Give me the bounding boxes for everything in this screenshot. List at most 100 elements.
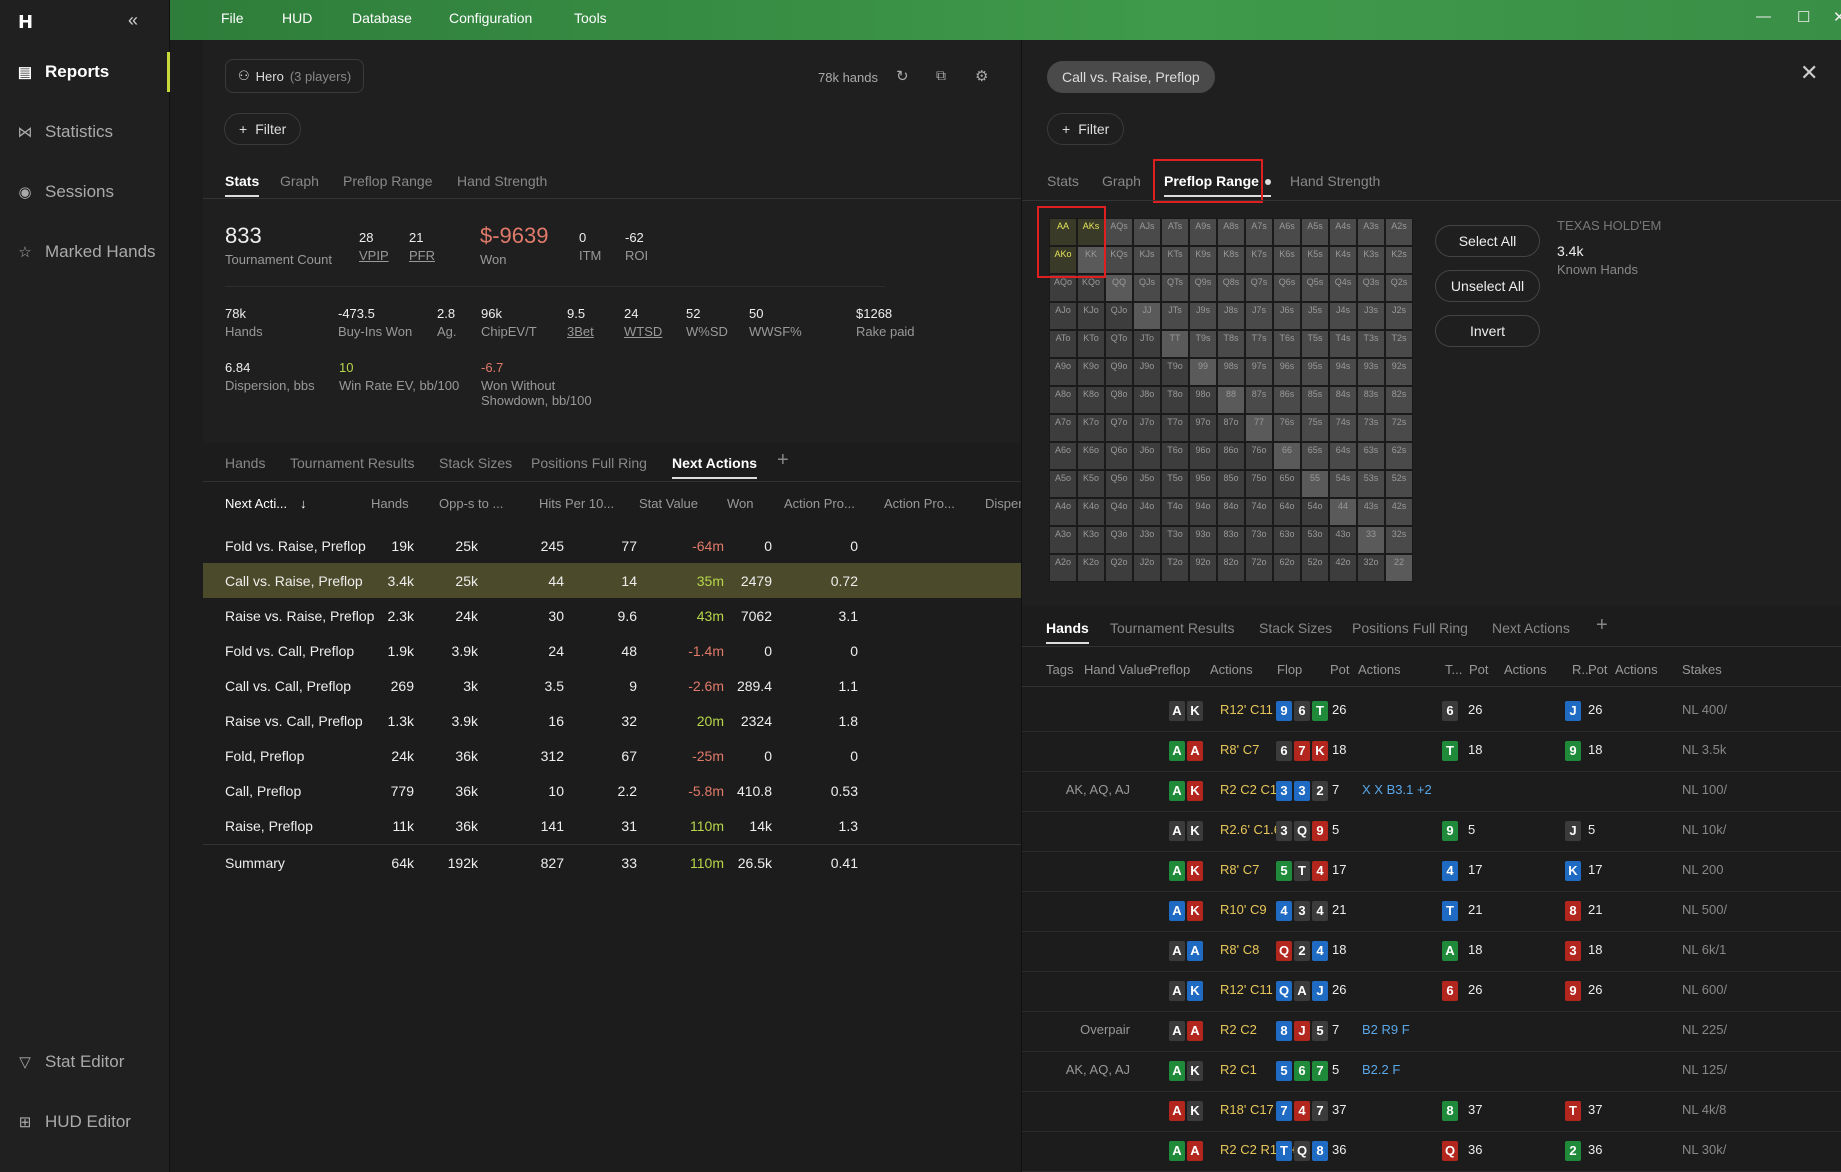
table-row[interactable]: Fold vs. Raise, Preflop 19k 25k 245 77 -64m 0 0 — [203, 528, 1021, 563]
range-cell-A7s[interactable]: A7s — [1245, 218, 1273, 246]
range-cell-86s[interactable]: 86s — [1273, 386, 1301, 414]
range-cell-J2s[interactable]: J2s — [1385, 302, 1413, 330]
tab-preflop-range[interactable]: Preflop Range — [343, 173, 433, 189]
detail-tab-graph[interactable]: Graph — [1102, 173, 1141, 189]
range-cell-A3s[interactable]: A3s — [1357, 218, 1385, 246]
range-cell-KTo[interactable]: KTo — [1077, 330, 1105, 358]
range-cell-62o[interactable]: 62o — [1273, 554, 1301, 582]
range-cell-62s[interactable]: 62s — [1385, 442, 1413, 470]
hands-col-header[interactable]: Pot — [1588, 662, 1608, 677]
range-cell-82o[interactable]: 82o — [1217, 554, 1245, 582]
range-cell-K3o[interactable]: K3o — [1077, 526, 1105, 554]
range-cell-53s[interactable]: 53s — [1357, 470, 1385, 498]
hand-row[interactable]: A K R8' C7 5 T 4 17 4 17 K 17 NL 200 — [1022, 852, 1841, 892]
filter-button[interactable]: + Filter — [224, 113, 302, 145]
collapse-sidebar-button[interactable]: « — [128, 10, 139, 30]
range-cell-J3s[interactable]: J3s — [1357, 302, 1385, 330]
range-cell-A7o[interactable]: A7o — [1049, 414, 1077, 442]
range-cell-AQs[interactable]: AQs — [1105, 218, 1133, 246]
table-row[interactable]: Raise vs. Raise, Preflop 2.3k 24k 30 9.6 43m 7… — [203, 598, 1021, 633]
range-cell-74s[interactable]: 74s — [1329, 414, 1357, 442]
sort-arrow-icon[interactable]: ↓ — [300, 496, 307, 511]
range-cell-A6o[interactable]: A6o — [1049, 442, 1077, 470]
range-cell-32o[interactable]: 32o — [1357, 554, 1385, 582]
hands-col-header[interactable]: Pot — [1469, 662, 1489, 677]
maximize-icon[interactable]: ☐ — [1797, 9, 1811, 26]
range-cell-J8s[interactable]: J8s — [1217, 302, 1245, 330]
table-row[interactable]: Raise vs. Call, Preflop 1.3k 3.9k 16 32 20m 23… — [203, 703, 1021, 738]
range-cell-J4o[interactable]: J4o — [1133, 498, 1161, 526]
range-cell-KJs[interactable]: KJs — [1133, 246, 1161, 274]
range-cell-44[interactable]: 44 — [1329, 498, 1357, 526]
range-cell-T9s[interactable]: T9s — [1189, 330, 1217, 358]
range-cell-95s[interactable]: 95s — [1301, 358, 1329, 386]
range-cell-K9s[interactable]: K9s — [1189, 246, 1217, 274]
range-cell-QJo[interactable]: QJo — [1105, 302, 1133, 330]
range-cell-KJo[interactable]: KJo — [1077, 302, 1105, 330]
table-row[interactable]: Fold, Preflop 24k 36k 312 67 -25m 0 0 — [203, 738, 1021, 773]
range-cell-T3o[interactable]: T3o — [1161, 526, 1189, 554]
report-tab-next-actions[interactable]: Next Actions — [672, 455, 758, 479]
range-cell-T4s[interactable]: T4s — [1329, 330, 1357, 358]
hand-row[interactable]: AK, AQ, AJ A K R2 C1 5 6 7 5 B2.2 F NL 125/ — [1022, 1052, 1841, 1092]
range-cell-72s[interactable]: 72s — [1385, 414, 1413, 442]
range-cell-Q8s[interactable]: Q8s — [1217, 274, 1245, 302]
hands-col-header[interactable]: Tags — [1046, 662, 1074, 677]
col-hits[interactable]: Hits Per 10... — [539, 496, 615, 511]
range-cell-KTs[interactable]: KTs — [1161, 246, 1189, 274]
hands-col-header[interactable]: Stakes — [1682, 662, 1722, 677]
range-cell-K2s[interactable]: K2s — [1385, 246, 1413, 274]
range-cell-T4o[interactable]: T4o — [1161, 498, 1189, 526]
range-cell-J6s[interactable]: J6s — [1273, 302, 1301, 330]
hand-row[interactable]: AK, AQ, AJ A K R2 C2 C1 3 3 2 7 X X B3.1 +2 NL 10… — [1022, 772, 1841, 812]
hand-row[interactable]: A K R12' C11 9 6 T 26 6 26 J 26 NL 400/ — [1022, 692, 1841, 732]
range-cell-J7o[interactable]: J7o — [1133, 414, 1161, 442]
range-cell-QJs[interactable]: QJs — [1133, 274, 1161, 302]
range-cell-87o[interactable]: 87o — [1217, 414, 1245, 442]
range-cell-33[interactable]: 33 — [1357, 526, 1385, 554]
range-cell-A4o[interactable]: A4o — [1049, 498, 1077, 526]
sidebar-item-statistics[interactable]: ⋈ Statistics — [0, 112, 170, 152]
range-cell-K3s[interactable]: K3s — [1357, 246, 1385, 274]
range-cell-43s[interactable]: 43s — [1357, 498, 1385, 526]
range-cell-Q4s[interactable]: Q4s — [1329, 274, 1357, 302]
range-cell-86o[interactable]: 86o — [1217, 442, 1245, 470]
table-row[interactable]: Raise, Preflop 11k 36k 141 31 110m 14k 1.3 — [203, 808, 1021, 843]
hand-row[interactable]: A K R10' C9 4 3 4 21 T 21 8 21 NL 500/ — [1022, 892, 1841, 932]
range-cell-T8o[interactable]: T8o — [1161, 386, 1189, 414]
range-cell-A2s[interactable]: A2s — [1385, 218, 1413, 246]
range-cell-95o[interactable]: 95o — [1189, 470, 1217, 498]
tab-stats[interactable]: Stats — [225, 173, 260, 197]
range-cell-65o[interactable]: 65o — [1273, 470, 1301, 498]
range-cell-J4s[interactable]: J4s — [1329, 302, 1357, 330]
range-cell-96s[interactable]: 96s — [1273, 358, 1301, 386]
range-cell-85s[interactable]: 85s — [1301, 386, 1329, 414]
hand-row[interactable]: A K R2.6' C1.6 3 Q 9 5 9 5 J 5 NL 10k/ — [1022, 812, 1841, 852]
range-cell-Q3s[interactable]: Q3s — [1357, 274, 1385, 302]
range-cell-64o[interactable]: 64o — [1273, 498, 1301, 526]
range-cell-83s[interactable]: 83s — [1357, 386, 1385, 414]
range-cell-A6s[interactable]: A6s — [1273, 218, 1301, 246]
col-opps[interactable]: Opp-s to ... — [439, 496, 504, 511]
range-cell-A8s[interactable]: A8s — [1217, 218, 1245, 246]
range-cell-94o[interactable]: 94o — [1189, 498, 1217, 526]
range-cell-99[interactable]: 99 — [1189, 358, 1217, 386]
range-cell-K2o[interactable]: K2o — [1077, 554, 1105, 582]
range-cell-K8s[interactable]: K8s — [1217, 246, 1245, 274]
range-cell-T3s[interactable]: T3s — [1357, 330, 1385, 358]
range-cell-92s[interactable]: 92s — [1385, 358, 1413, 386]
range-cell-22[interactable]: 22 — [1385, 554, 1413, 582]
hand-row[interactable]: A A R8' C7 6 7 K 18 T 18 9 18 NL 3.5k — [1022, 732, 1841, 772]
range-cell-T5o[interactable]: T5o — [1161, 470, 1189, 498]
sidebar-item-marked-hands[interactable]: ☆ Marked Hands — [0, 232, 170, 272]
range-cell-JJ[interactable]: JJ — [1133, 302, 1161, 330]
range-cell-72o[interactable]: 72o — [1245, 554, 1273, 582]
minimize-icon[interactable]: — — [1756, 8, 1771, 25]
range-cell-T9o[interactable]: T9o — [1161, 358, 1189, 386]
hands-tab-next-actions[interactable]: Next Actions — [1492, 620, 1570, 636]
range-cell-AJo[interactable]: AJo — [1049, 302, 1077, 330]
range-cell-93o[interactable]: 93o — [1189, 526, 1217, 554]
hands-col-header[interactable]: Actions — [1615, 662, 1658, 677]
hand-row[interactable]: Overpair A A R2 C2 8 J 5 7 B2 R9 F NL 225/ — [1022, 1012, 1841, 1052]
menu-hud[interactable]: HUD — [282, 10, 313, 26]
